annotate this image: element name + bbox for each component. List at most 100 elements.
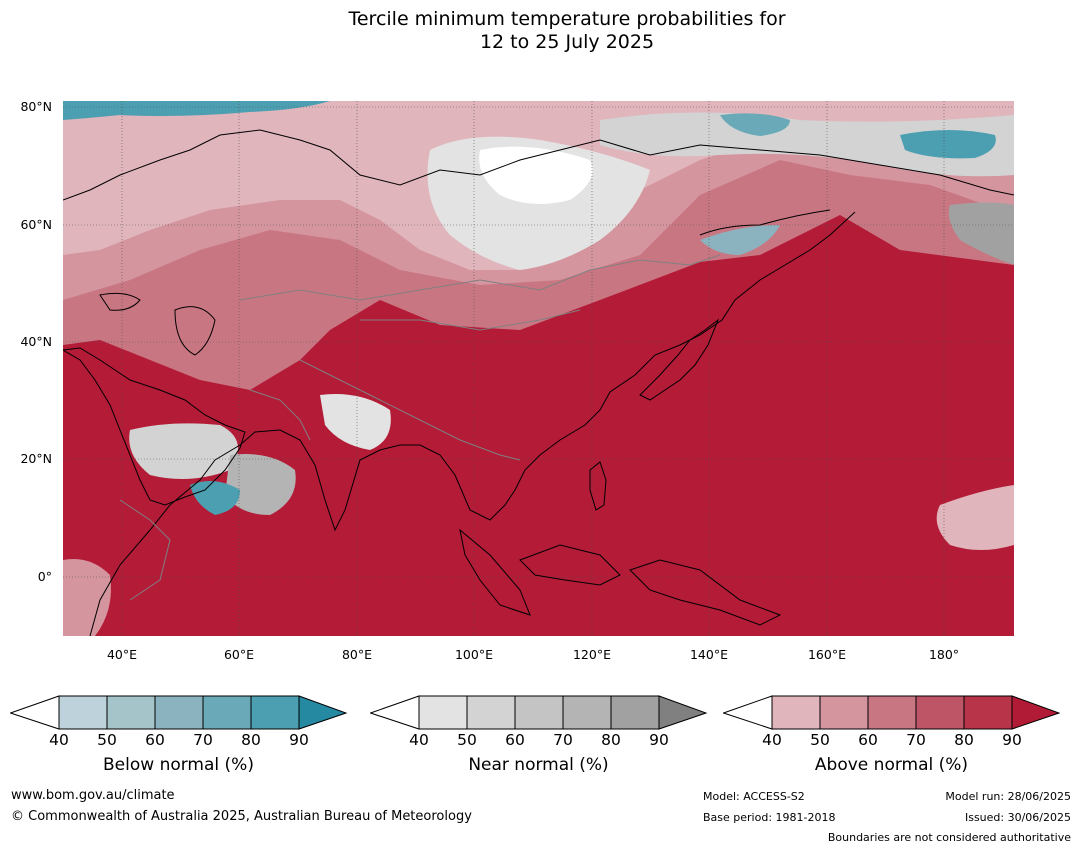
- colorbar-below-normal-label: Below normal (%): [103, 755, 254, 775]
- colorbar-below-normal-segment-70-80: [202, 695, 252, 730]
- boundary-china-southwest: [299, 359, 521, 461]
- coastline-japan: [639, 318, 720, 401]
- colorbar-below-normal-segment-under: [8, 695, 60, 730]
- lat-label-40n: 40°N: [20, 334, 52, 349]
- region-below-normal-east-siberian-sea: [900, 130, 996, 159]
- colorbar-below-normal-swatches: [8, 695, 348, 730]
- colorbar-near-normal-tick-40: 40: [409, 731, 429, 749]
- colorbar-near-normal-segment-50-60: [466, 695, 516, 730]
- coastline-caspian: [174, 306, 216, 356]
- colorbar-above-normal-tick-40: 40: [762, 731, 782, 749]
- footer-copyright: © Commonwealth of Australia 2025, Austra…: [11, 809, 472, 824]
- lat-label-equator: 0°: [37, 569, 52, 584]
- colorbar-below-normal-tick-70: 70: [193, 731, 213, 749]
- colorbar-above-normal-ticks: 40 50 60 70 80 90: [723, 731, 1060, 751]
- colorbar-below-normal-tick-60: 60: [145, 731, 165, 749]
- colorbar-near-normal-segment-40-50: [418, 695, 468, 730]
- boundary-pakistan-india: [249, 389, 311, 441]
- graticule: [63, 101, 1014, 636]
- colorbar-below-normal-segment-40-50: [58, 695, 108, 730]
- region-near-normal-arctic: [600, 112, 1014, 177]
- colorbar-above-normal-segment-60-70: [867, 695, 917, 730]
- region-near-normal-siberia-core: [479, 146, 593, 204]
- colorbar-below-normal: 40 50 60 70 80 90 Below normal (%): [8, 695, 348, 777]
- lat-label-80n: 80°N: [20, 99, 52, 114]
- region-above-normal-east-africa: [63, 559, 111, 636]
- boundary-east-africa: [119, 499, 171, 601]
- region-near-normal-chukotka: [948, 202, 1014, 265]
- colorbar-near-normal-tick-70: 70: [553, 731, 573, 749]
- tercile-map: [63, 101, 1014, 636]
- lon-label-60e: 60°E: [223, 647, 255, 662]
- footer-website-link[interactable]: www.bom.gov.au/climate: [11, 788, 175, 803]
- colorbar-below-normal-segment-80-90: [250, 695, 300, 730]
- coastline-sumatra: [459, 528, 531, 616]
- title-line-1: Tercile minimum temperature probabilitie…: [348, 8, 786, 30]
- colorbar-above-normal-tick-90: 90: [1002, 731, 1022, 749]
- colorbar-near-normal-segment-70-80: [562, 695, 612, 730]
- colorbar-below-normal-segment-over: [298, 695, 348, 730]
- chart-title: Tercile minimum temperature probabilitie…: [0, 8, 1081, 54]
- coastline-arctic: [63, 129, 1014, 201]
- colorbar-near-normal-swatches: [368, 695, 708, 730]
- lon-label-80e: 80°E: [341, 647, 373, 662]
- title-line-2: 12 to 25 July 2025: [479, 31, 655, 53]
- boundary-russia-south: [239, 254, 721, 301]
- footer-disclaimer: Boundaries are not considered authoritat…: [827, 831, 1071, 844]
- colorbar-near-normal-tick-80: 80: [601, 731, 621, 749]
- region-near-normal-tibet: [320, 394, 391, 450]
- colorbar-below-normal-ticks: 40 50 60 70 80 90: [10, 731, 347, 751]
- colorbar-above-normal-segment-50-60: [819, 695, 869, 730]
- colorbar-below-normal-tick-80: 80: [241, 731, 261, 749]
- colorbar-below-normal-tick-90: 90: [289, 731, 309, 749]
- colorbar-near-normal-segment-over: [658, 695, 708, 730]
- coastline-mainland-south: [89, 211, 856, 636]
- lon-label-120e: 120°E: [572, 647, 611, 662]
- colorbar-above-normal-segment-under: [721, 695, 773, 730]
- coastline-philippines: [589, 461, 607, 511]
- colorbar-above-normal-tick-60: 60: [858, 731, 878, 749]
- coastlines: [63, 129, 1014, 636]
- colorbar-above-normal-tick-80: 80: [954, 731, 974, 749]
- region-below-normal-somalia: [190, 481, 240, 515]
- colorbar-near-normal-tick-90: 90: [649, 731, 669, 749]
- coastline-arabia: [63, 347, 246, 506]
- map-canvas: [63, 101, 1014, 636]
- colorbar-above-normal: 40 50 60 70 80 90 Above normal (%): [721, 695, 1061, 777]
- colorbar-above-normal-segment-70-80: [915, 695, 965, 730]
- colorbar-above-normal-tick-70: 70: [906, 731, 926, 749]
- coastline-okhotsk: [699, 209, 831, 236]
- colorbar-above-normal-tick-50: 50: [810, 731, 830, 749]
- colorbar-near-normal: 40 50 60 70 80 90 Near normal (%): [368, 695, 708, 777]
- coastline-new-guinea: [629, 559, 782, 626]
- footer-model-run: Model run: 28/06/2025: [945, 790, 1071, 803]
- lon-label-160e: 160°E: [807, 647, 846, 662]
- coastline-black-sea: [99, 292, 141, 311]
- colorbar-near-normal-segment-under: [368, 695, 420, 730]
- footer-base-period: Base period: 1981-2018: [703, 811, 836, 824]
- colorbar-below-normal-tick-50: 50: [97, 731, 117, 749]
- colorbar-near-normal-segment-80-90: [610, 695, 660, 730]
- colorbar-near-normal-tick-60: 60: [505, 731, 525, 749]
- region-below-normal-okhotsk: [700, 225, 780, 255]
- colorbar-above-normal-segment-over: [1011, 695, 1061, 730]
- footer-model: Model: ACCESS-S2: [703, 790, 805, 803]
- lon-label-40e: 40°E: [106, 647, 138, 662]
- boundary-mongolia: [360, 309, 581, 331]
- region-near-normal-arabian-sea: [225, 454, 296, 515]
- lat-label-20n: 20°N: [20, 451, 52, 466]
- colorbar-above-normal-segment-40-50: [771, 695, 821, 730]
- colorbar-near-normal-tick-50: 50: [457, 731, 477, 749]
- lon-label-100e: 100°E: [454, 647, 493, 662]
- colorbar-above-normal-swatches: [721, 695, 1061, 730]
- national-boundaries: [119, 254, 721, 601]
- region-near-normal-arabia: [129, 423, 238, 479]
- colorbar-below-normal-tick-40: 40: [49, 731, 69, 749]
- lat-label-60n: 60°N: [20, 217, 52, 232]
- colorbar-below-normal-segment-60-70: [154, 695, 204, 730]
- region-near-normal-pacific-east: [936, 485, 1014, 550]
- region-below-normal-barents: [63, 101, 330, 120]
- region-below-normal-laptev: [720, 113, 790, 136]
- colorbar-near-normal-label: Near normal (%): [468, 755, 609, 775]
- lon-label-180: 180°: [928, 647, 960, 662]
